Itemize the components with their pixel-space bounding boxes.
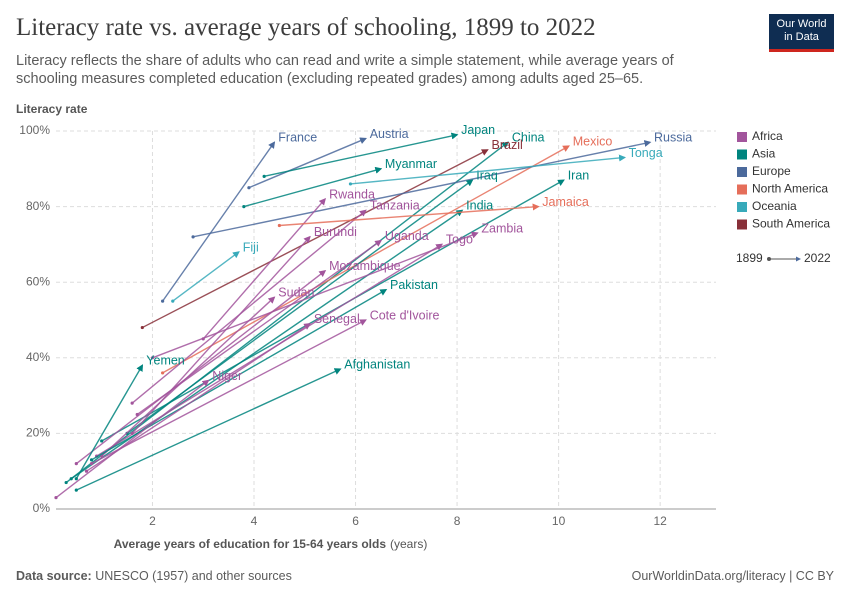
country-label: China [512,131,545,145]
country-label: Tanzania [370,199,420,213]
legend-swatch [737,202,747,212]
country-label: Austria [370,127,409,141]
legend-label: Oceania [752,199,797,213]
logo[interactable]: Our World in Data [769,14,834,52]
legend-label: South America [752,217,830,231]
x-tick-label: 4 [251,514,258,528]
country-label: India [466,199,493,213]
x-axis-unit: (years) [390,537,427,551]
time-legend-start: 1899 [736,251,763,265]
legend-label: Africa [752,129,783,143]
country-label: Zambia [481,221,523,235]
legend-swatch [737,132,747,142]
y-axis-label: Literacy rate [16,102,88,116]
country-arrow [279,203,540,227]
country-arrow [141,149,489,329]
y-tick-label: 40% [26,350,50,364]
legend-swatch [737,219,747,230]
country-arrow [152,231,479,359]
country-label: Mozambique [329,259,401,273]
country-arrow [75,364,144,480]
y-tick-label: 100% [19,123,50,137]
country-arrow [192,140,652,238]
legend-label: Europe [752,164,791,178]
country-arrow [76,368,342,491]
country-arrow [264,132,459,178]
country-arrow [248,137,367,189]
country-arrow [131,209,367,404]
x-tick-label: 2 [149,514,156,528]
country-arrow [91,289,388,461]
country-arrow [350,154,627,185]
y-tick-label: 60% [26,274,50,288]
legend-label: North America [752,182,828,196]
country-label: Myanmar [385,157,437,171]
country-arrow [126,179,474,434]
country-label: Senegal [314,312,360,326]
title: Literacy rate vs. average years of schoo… [16,14,596,41]
country-label: Mexico [573,134,613,148]
subtitle: Literacy reflects the share of adults wh… [16,53,674,87]
country-arrow [162,141,276,302]
country-label: Yemen [146,354,185,368]
x-tick-label: 6 [352,514,359,528]
source-label: Data source: [16,569,92,583]
country-arrow [243,166,383,208]
y-tick-label: 20% [26,426,50,440]
x-tick-label: 10 [552,514,566,528]
country-label: France [278,131,317,145]
country-label: Pakistan [390,278,438,292]
country-arrow [162,145,570,374]
country-label: Uganda [385,229,429,243]
country-label: Niger [212,369,242,383]
y-tick-label: 80% [26,199,50,213]
country-arrow [75,270,327,465]
source-text: UNESCO (1957) and other sources [95,569,292,583]
y-tick-label: 0% [33,501,51,515]
logo-line: in Data [784,31,819,43]
country-arrow [65,141,509,484]
country-label: Fiji [243,240,259,254]
country-label: Tonga [629,146,663,160]
country-label: Afghanistan [344,357,410,371]
x-tick-label: 12 [653,514,667,528]
legend-swatch [737,149,747,160]
legend-label: Asia [752,147,776,161]
country-label: Sudan [278,286,314,300]
country-arrow [55,379,210,499]
x-axis-label: Average years of education for 15-64 yea… [114,537,387,551]
x-tick-label: 8 [454,514,461,528]
legend-swatch [737,184,747,195]
country-label: Brazil [492,138,523,152]
country-label: Rwanda [329,187,375,201]
country-label: Jamaica [542,195,589,209]
logo-line: Our World [776,18,827,30]
country-label: Cote d'Ivoire [370,308,440,322]
credit[interactable]: OurWorldinData.org/literacy | CC BY [631,569,834,583]
country-arrow [172,251,240,302]
country-label: Japan [461,123,495,137]
country-arrow [202,197,326,340]
country-label: Burundi [314,225,357,239]
country-arrow [101,296,276,457]
country-arrow [91,319,367,465]
legend-swatch [737,167,747,177]
source: Data source: UNESCO (1957) and other sou… [16,569,292,583]
country-label: Iran [568,168,590,182]
country-label: Russia [654,131,692,145]
time-legend-end: 2022 [804,251,831,265]
